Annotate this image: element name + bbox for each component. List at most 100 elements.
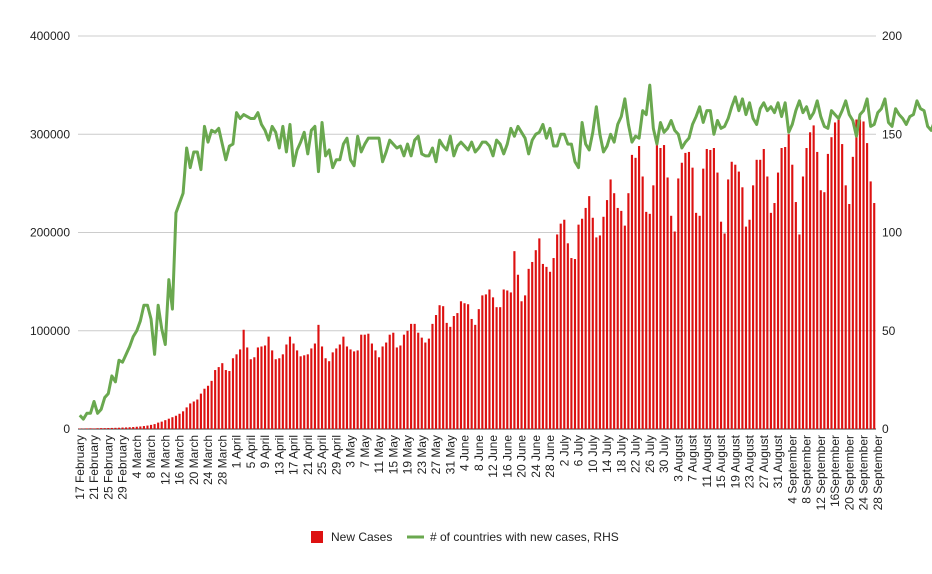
bar-new-cases bbox=[858, 119, 862, 429]
bar-new-cases bbox=[634, 157, 637, 429]
bar-new-cases bbox=[456, 313, 459, 429]
bar-new-cases bbox=[239, 349, 242, 429]
x-tick-label: 1 April bbox=[230, 435, 244, 468]
bar-new-cases bbox=[534, 250, 537, 429]
bar-new-cases bbox=[167, 418, 170, 429]
x-tick-label: 12 June bbox=[486, 435, 500, 478]
bar-new-cases bbox=[231, 358, 235, 429]
left-tick-label: 400000 bbox=[30, 29, 70, 43]
bar-new-cases bbox=[670, 215, 673, 429]
x-tick-label: 20 March bbox=[187, 435, 201, 485]
left-tick-label: 300000 bbox=[30, 127, 70, 141]
bar-new-cases bbox=[203, 388, 206, 429]
bar-new-cases bbox=[160, 421, 163, 429]
bar-new-cases bbox=[577, 224, 580, 429]
x-tick-label: 8 March bbox=[144, 435, 158, 478]
bar-new-cases bbox=[171, 417, 174, 429]
bar-new-cases bbox=[798, 234, 801, 429]
bar-new-cases bbox=[677, 178, 680, 429]
x-tick-label: 30 July bbox=[657, 435, 671, 473]
bar-new-cases bbox=[819, 190, 822, 429]
bar-new-cases bbox=[420, 337, 423, 429]
bar-new-cases bbox=[705, 148, 708, 430]
bar-new-cases bbox=[666, 177, 669, 429]
x-tick-label: 23 May bbox=[415, 435, 429, 474]
bar-new-cases bbox=[638, 146, 641, 430]
bar-new-cases bbox=[413, 323, 416, 429]
bar-new-cases bbox=[527, 268, 530, 429]
x-tick-label: 12 March bbox=[158, 435, 172, 485]
x-tick-label: 15 August bbox=[714, 434, 728, 488]
bar-new-cases bbox=[103, 428, 106, 429]
bar-new-cases bbox=[153, 424, 156, 429]
bar-new-cases bbox=[285, 344, 288, 429]
bar-new-cases bbox=[310, 348, 313, 429]
x-tick-label: 21 February bbox=[87, 435, 101, 500]
x-tick-label: 3 August bbox=[671, 434, 685, 481]
bar-new-cases bbox=[481, 295, 484, 429]
legend: New Cases # of countries with new cases,… bbox=[311, 530, 619, 544]
bar-new-cases bbox=[242, 329, 245, 429]
bar-new-cases bbox=[712, 148, 715, 429]
bar-new-cases bbox=[719, 221, 723, 429]
bar-new-cases bbox=[744, 226, 748, 429]
x-tick-label: 9 April bbox=[258, 435, 272, 468]
bar-new-cases bbox=[381, 346, 384, 429]
x-tick-label: 16September bbox=[828, 435, 842, 507]
bar-new-cases bbox=[844, 185, 847, 429]
left-tick-label: 0 bbox=[63, 422, 70, 436]
right-tick-label: 100 bbox=[882, 226, 902, 240]
bar-new-cases bbox=[556, 234, 559, 429]
bar-new-cases bbox=[224, 370, 227, 429]
x-tick-label: 4 June bbox=[458, 435, 472, 471]
bar-new-cases bbox=[509, 292, 512, 429]
bar-new-cases bbox=[780, 148, 783, 429]
x-tick-label: 29 February bbox=[116, 435, 130, 500]
bar-new-cases bbox=[491, 297, 495, 429]
bar-new-cases bbox=[199, 393, 202, 429]
bar-new-cases bbox=[442, 306, 445, 429]
bar-new-cases bbox=[107, 428, 110, 429]
bar-new-cases bbox=[566, 243, 569, 429]
x-axis-tick-labels: 17 February 21 February 25 February 29 Febr… bbox=[73, 434, 885, 510]
bar-new-cases bbox=[342, 336, 345, 429]
bar-new-cases bbox=[598, 235, 601, 429]
bar-new-cases bbox=[830, 137, 833, 429]
x-tick-label: 26 July bbox=[643, 435, 657, 473]
bar-new-cases bbox=[89, 428, 92, 429]
legend-swatch-new-cases bbox=[311, 531, 323, 543]
bar-new-cases bbox=[541, 263, 544, 429]
bar-new-cases bbox=[214, 370, 217, 429]
bar-new-cases bbox=[776, 172, 780, 429]
bar-new-cases bbox=[306, 354, 309, 429]
bar-new-cases bbox=[353, 351, 356, 429]
bar-new-cases bbox=[602, 216, 605, 429]
bar-new-cases bbox=[484, 294, 487, 429]
bar-new-cases bbox=[737, 171, 740, 429]
bar-new-cases bbox=[299, 356, 302, 429]
bar-new-cases bbox=[320, 346, 324, 429]
bar-new-cases bbox=[135, 426, 138, 429]
bar-new-cases bbox=[766, 176, 769, 429]
x-tick-label: 29 April bbox=[329, 435, 343, 475]
bar-new-cases bbox=[784, 147, 787, 429]
x-tick-label: 31 August bbox=[771, 434, 785, 488]
bar-new-cases bbox=[495, 307, 498, 429]
bar-new-cases bbox=[114, 427, 117, 429]
x-tick-label: 27 August bbox=[757, 434, 771, 488]
bar-new-cases bbox=[345, 346, 349, 429]
bar-new-cases bbox=[809, 132, 812, 429]
bar-new-cases bbox=[192, 401, 195, 429]
bar-new-cases bbox=[324, 358, 327, 429]
bar-new-cases bbox=[288, 336, 292, 429]
bar-new-cases bbox=[92, 428, 96, 429]
bar-new-cases bbox=[164, 420, 167, 429]
bar-new-cases bbox=[581, 218, 584, 429]
bar-new-cases bbox=[723, 233, 726, 429]
bar-new-cases bbox=[787, 134, 790, 429]
bar-new-cases bbox=[360, 334, 363, 429]
bar-new-cases bbox=[559, 223, 562, 429]
bar-new-cases bbox=[363, 334, 366, 429]
line-countries-with-new-cases bbox=[78, 83, 932, 421]
bar-new-cases bbox=[146, 425, 149, 429]
